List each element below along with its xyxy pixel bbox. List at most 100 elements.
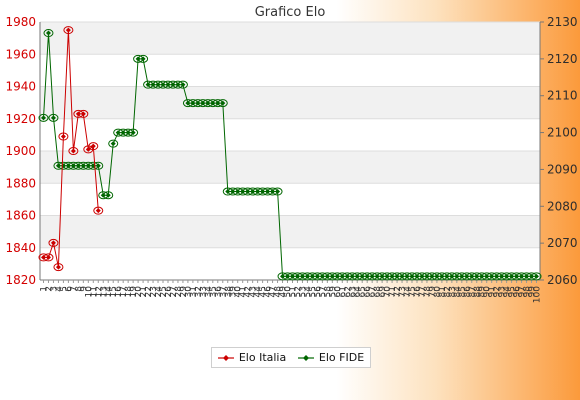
- x-tick-label: 32: [194, 286, 204, 297]
- x-tick-label: 67: [368, 286, 378, 297]
- grid-band: [40, 247, 540, 280]
- x-tick-label: 62: [343, 286, 353, 297]
- x-tick-label: 86: [463, 286, 473, 298]
- data-marker: [50, 115, 56, 121]
- right-tick-label: 2120: [547, 52, 578, 66]
- legend-marker-elo-fide: [297, 354, 314, 361]
- x-tick-label: 43: [249, 286, 259, 297]
- x-tick-label: 5: [59, 286, 69, 292]
- x-tick-label: 79: [428, 286, 438, 298]
- left-tick-label: 1980: [5, 15, 36, 29]
- x-tick-label: 96: [513, 286, 523, 298]
- left-tick-label: 1920: [5, 112, 36, 126]
- x-tick-label: 83: [448, 286, 458, 297]
- data-marker: [140, 56, 146, 62]
- grid-band: [40, 22, 540, 55]
- x-tick-label: 64: [353, 286, 363, 298]
- x-tick-label: 40: [234, 286, 244, 298]
- left-tick-label: 1820: [5, 273, 36, 287]
- x-tick-label: 4: [54, 286, 64, 292]
- grid-band: [40, 215, 540, 248]
- x-tick-label: 73: [398, 286, 408, 297]
- x-tick-label: 74: [403, 286, 413, 298]
- data-point: [93, 161, 104, 170]
- x-tick-label: 60: [333, 286, 343, 298]
- right-tick-label: 2110: [547, 89, 578, 103]
- x-tick-label: 37: [219, 286, 229, 297]
- data-point: [177, 80, 188, 89]
- x-tick-label: 54: [303, 286, 313, 298]
- x-tick-label: 100: [533, 286, 543, 303]
- x-tick-label: 10: [84, 286, 94, 298]
- data-marker: [65, 27, 71, 33]
- data-marker: [40, 115, 46, 121]
- x-tick-label: 26: [164, 286, 174, 298]
- x-tick-label: 29: [179, 286, 189, 298]
- data-point: [103, 191, 114, 200]
- right-axis: 2060 2070 2080 2090 2100 2110 2120 2130: [540, 15, 578, 287]
- data-marker: [70, 148, 76, 154]
- x-tick-label: 14: [104, 286, 114, 298]
- x-tick-label: 68: [373, 286, 383, 298]
- x-tick-label: 53: [298, 286, 308, 297]
- data-point: [88, 142, 99, 151]
- data-marker: [95, 163, 101, 169]
- x-tick-label: 19: [129, 286, 139, 298]
- x-tick-label: 72: [393, 286, 403, 297]
- x-tick-label: 85: [458, 286, 468, 297]
- x-tick-label: 44: [254, 286, 264, 298]
- data-marker: [105, 192, 111, 198]
- x-tick-label: 65: [358, 286, 368, 297]
- legend-entry-elo-fide: Elo FIDE: [297, 351, 365, 364]
- data-marker: [130, 130, 136, 136]
- x-tick-label: 6: [64, 286, 74, 292]
- x-tick-label: 51: [288, 286, 298, 297]
- legend-label-elo-fide: Elo FIDE: [318, 351, 365, 364]
- x-tick-label: 30: [184, 286, 194, 298]
- x-tick-label: 88: [473, 286, 483, 298]
- data-point: [138, 54, 149, 63]
- x-tick-label: 50: [284, 286, 294, 298]
- x-tick-label: 76: [413, 286, 423, 298]
- data-point: [93, 206, 104, 215]
- x-tick-label: 78: [423, 286, 433, 298]
- x-tick-label: 91: [488, 286, 498, 297]
- x-tick-label: 27: [169, 286, 179, 297]
- series-elo-italia: [38, 26, 104, 272]
- x-tick-label: 9: [79, 286, 89, 292]
- x-tick-label: 25: [159, 286, 169, 297]
- data-point: [43, 29, 54, 38]
- x-tick-label: 95: [508, 286, 518, 297]
- data-point: [272, 187, 283, 196]
- x-tick-label: 21: [139, 286, 149, 297]
- x-tick-label: 94: [503, 286, 513, 298]
- data-point: [108, 139, 119, 148]
- legend-label-elo-italia: Elo Italia: [238, 351, 287, 364]
- data-marker: [90, 143, 96, 149]
- left-tick-label: 1840: [5, 241, 36, 255]
- x-tick-label: 1: [39, 286, 49, 292]
- data-point: [43, 253, 54, 262]
- x-tick-label: 22: [144, 286, 154, 297]
- x-tick-label: 98: [523, 286, 533, 298]
- data-point: [531, 272, 542, 281]
- x-tick-label: 52: [293, 286, 303, 297]
- x-tick-label: 63: [348, 286, 358, 297]
- data-point: [48, 238, 59, 247]
- x-tick-label: 99: [528, 286, 538, 298]
- data-marker: [45, 30, 51, 36]
- grid-band: [40, 86, 540, 119]
- right-tick-label: 2130: [547, 15, 578, 29]
- x-tick-label: 92: [493, 286, 503, 297]
- data-marker: [60, 133, 66, 139]
- x-tick-label: 55: [308, 286, 318, 297]
- x-tick-label: 8: [74, 286, 84, 292]
- x-tick-label: 15: [109, 286, 119, 297]
- x-tick-label: 75: [408, 286, 418, 297]
- grid-band: [40, 54, 540, 87]
- left-tick-label: 1960: [5, 47, 36, 61]
- x-tick-label: 41: [239, 286, 249, 297]
- right-tick-label: 2090: [547, 162, 578, 176]
- data-point: [58, 132, 69, 141]
